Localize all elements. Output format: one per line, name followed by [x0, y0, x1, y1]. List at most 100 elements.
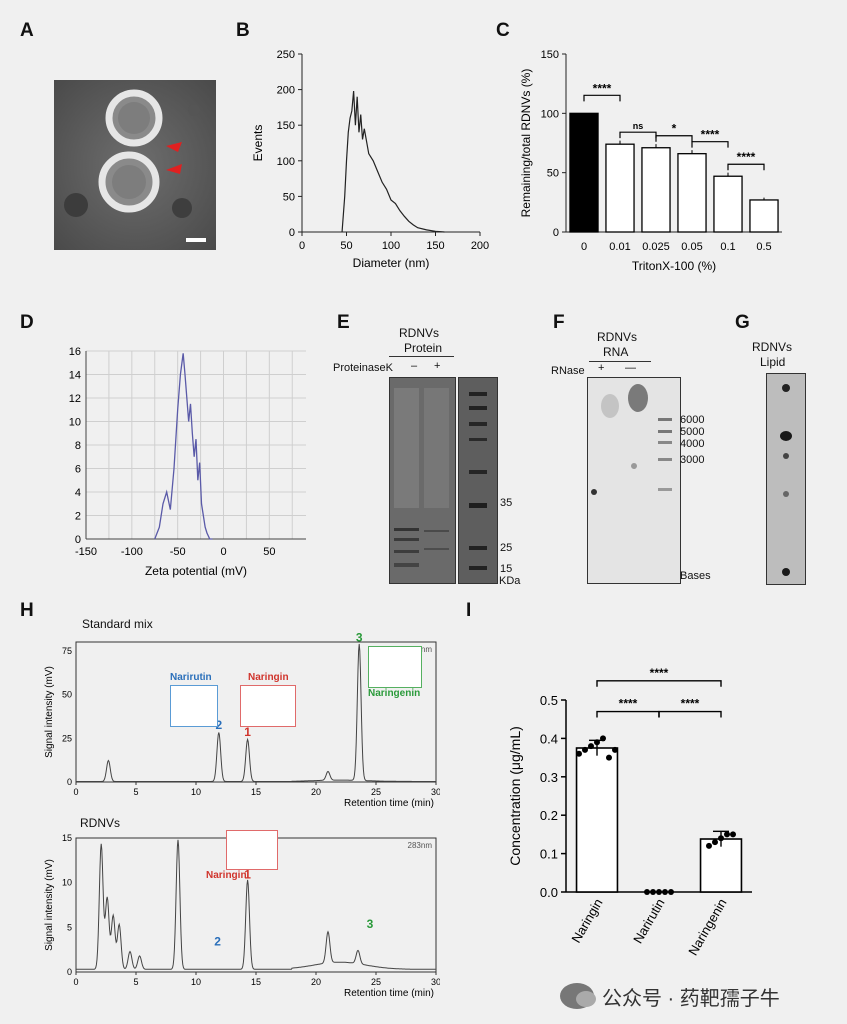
h-top-title: Standard mix: [82, 617, 153, 631]
d-x-tick-label: 0: [220, 546, 226, 558]
narirutin-label: Narirutin: [170, 672, 212, 683]
i-data-point: [644, 889, 650, 895]
h-x-tick-label: 0: [73, 977, 78, 987]
d-y-tick-label: 16: [69, 346, 81, 358]
h-x-tick-label: 30: [431, 787, 440, 797]
c-x-tick-label: 0.05: [681, 241, 702, 253]
i-data-point: [656, 889, 662, 895]
h-y-tick-label: 50: [62, 690, 72, 700]
chart-i-concentration: 0.0 0.1 0.2 0.3 0.4 0.5 Naringin Narirutin Narin…: [507, 666, 752, 958]
h-y-tick-label: 0: [67, 967, 72, 977]
chart-c-triton-bars: 0 50 100 150 0 0.01 0.025 0.05 0.1 0.5 TritonX-100…: [519, 49, 782, 273]
i-x-tick-label: Naringenin: [685, 896, 729, 958]
i-data-point: [612, 746, 618, 753]
f-minus: —: [625, 362, 636, 374]
d-y-tick-label: 6: [75, 464, 81, 476]
f-marker-5000: 5000: [680, 426, 705, 438]
c-bar: [749, 199, 779, 233]
c-bar: [677, 153, 707, 233]
c-significance-label: ****: [593, 81, 612, 95]
c-significance-label: ****: [701, 128, 720, 142]
naringin-structure-box: [240, 685, 296, 727]
c-y-tick-label: 150: [541, 49, 559, 61]
c-significance-bracket: [727, 163, 765, 171]
panel-letter-c: C: [496, 20, 510, 41]
b-y-tick-label: 50: [283, 191, 295, 203]
b-y-tick-label: 200: [277, 85, 295, 97]
h-y-label: Signal intensity (mV): [44, 859, 55, 951]
e-plus: +: [434, 360, 441, 372]
c-y-tick-label: 50: [547, 168, 559, 180]
h-peak-label: 3: [367, 917, 374, 931]
g-header-1: RDNVs: [752, 340, 793, 354]
d-y-tick-label: 14: [69, 370, 81, 382]
h-y-tick-label: 5: [67, 922, 72, 932]
d-x-tick-label: -150: [75, 546, 97, 558]
i-data-point: [718, 835, 724, 842]
h-x-tick-label: 15: [251, 977, 261, 987]
i-data-point: [582, 746, 588, 753]
naringin-label-2: Naringin: [206, 870, 247, 881]
d-y-tick-label: 12: [69, 393, 81, 405]
c-significance-label: ns: [633, 121, 644, 131]
i-data-point: [668, 889, 674, 895]
i-data-point: [588, 743, 594, 750]
h-x-tick-label: 5: [133, 977, 138, 987]
i-y-tick-label: 0.4: [540, 731, 558, 746]
e-marker-25: 25: [500, 542, 513, 554]
b-series-line: [341, 90, 445, 233]
c-y-label: Remaining/total RDNVs (%): [519, 69, 533, 218]
i-data-point: [650, 889, 656, 895]
h-wavelength: 283nm: [408, 841, 433, 850]
h-y-label: Signal intensity (mV): [44, 666, 55, 758]
c-significance-bracket: [655, 135, 693, 142]
h-y-tick-label: 15: [62, 833, 72, 843]
f-marker-3000: 3000: [680, 454, 705, 466]
i-y-tick-label: 0.0: [540, 885, 558, 900]
lipid-tlc: [766, 373, 806, 585]
h-bottom-title: RDNVs: [80, 816, 121, 830]
d-y-tick-label: 0: [75, 534, 81, 546]
d-series-line: [154, 353, 213, 540]
i-data-point: [730, 831, 736, 838]
d-x-tick-label: -50: [170, 546, 186, 558]
h-peak-label: 1: [244, 868, 251, 882]
c-significance-label: ****: [737, 150, 756, 164]
i-y-tick-label: 0.2: [540, 808, 558, 823]
h-x-tick-label: 25: [371, 977, 381, 987]
h-x-label: Retention time (min): [344, 798, 434, 809]
b-x-tick-label: 50: [340, 240, 352, 252]
h-x-tick-label: 20: [311, 977, 321, 987]
i-significance-bracket: [596, 680, 722, 687]
panel-letter-f: F: [553, 312, 565, 333]
wechat-logo-icon: [560, 983, 596, 1009]
i-x-tick-label: Narirutin: [630, 896, 668, 946]
i-y-tick-label: 0.3: [540, 770, 558, 785]
h-x-tick-label: 15: [251, 787, 261, 797]
e-header-2: Protein: [404, 341, 443, 355]
tem-micrograph: [54, 80, 216, 250]
e-header-1: RDNVs: [399, 326, 440, 340]
g-header-2: Lipid: [760, 355, 786, 369]
h-x-tick-label: 25: [371, 787, 381, 797]
panel-letter-g: G: [735, 312, 750, 333]
b-y-label: Events: [251, 125, 265, 162]
c-bar: [641, 147, 671, 233]
i-significance-label: ****: [681, 697, 700, 711]
b-y-tick-label: 0: [289, 227, 295, 239]
scale-bar: [186, 238, 206, 242]
h-trace: [76, 839, 436, 970]
i-significance-bracket: [658, 710, 722, 718]
panel-letter-b: B: [236, 20, 250, 41]
h-y-tick-label: 10: [62, 878, 72, 888]
b-x-tick-label: 0: [299, 240, 305, 252]
narirutin-structure-box: [170, 685, 218, 727]
red-arrow-1: [166, 142, 182, 152]
i-x-tick-label: Naringin: [568, 896, 605, 945]
chart-b-size-distribution: 0 50 100 150 200 250 0 50 100 150 200 Diameter (nm)…: [251, 49, 489, 270]
h-x-tick-label: 0: [73, 787, 78, 797]
i-significance-label: ****: [650, 666, 669, 680]
f-row-label: RNase: [551, 365, 585, 377]
watermark: 公众号 · 药靶孺子牛: [560, 978, 830, 1014]
e-marker-15: 15: [500, 563, 513, 575]
